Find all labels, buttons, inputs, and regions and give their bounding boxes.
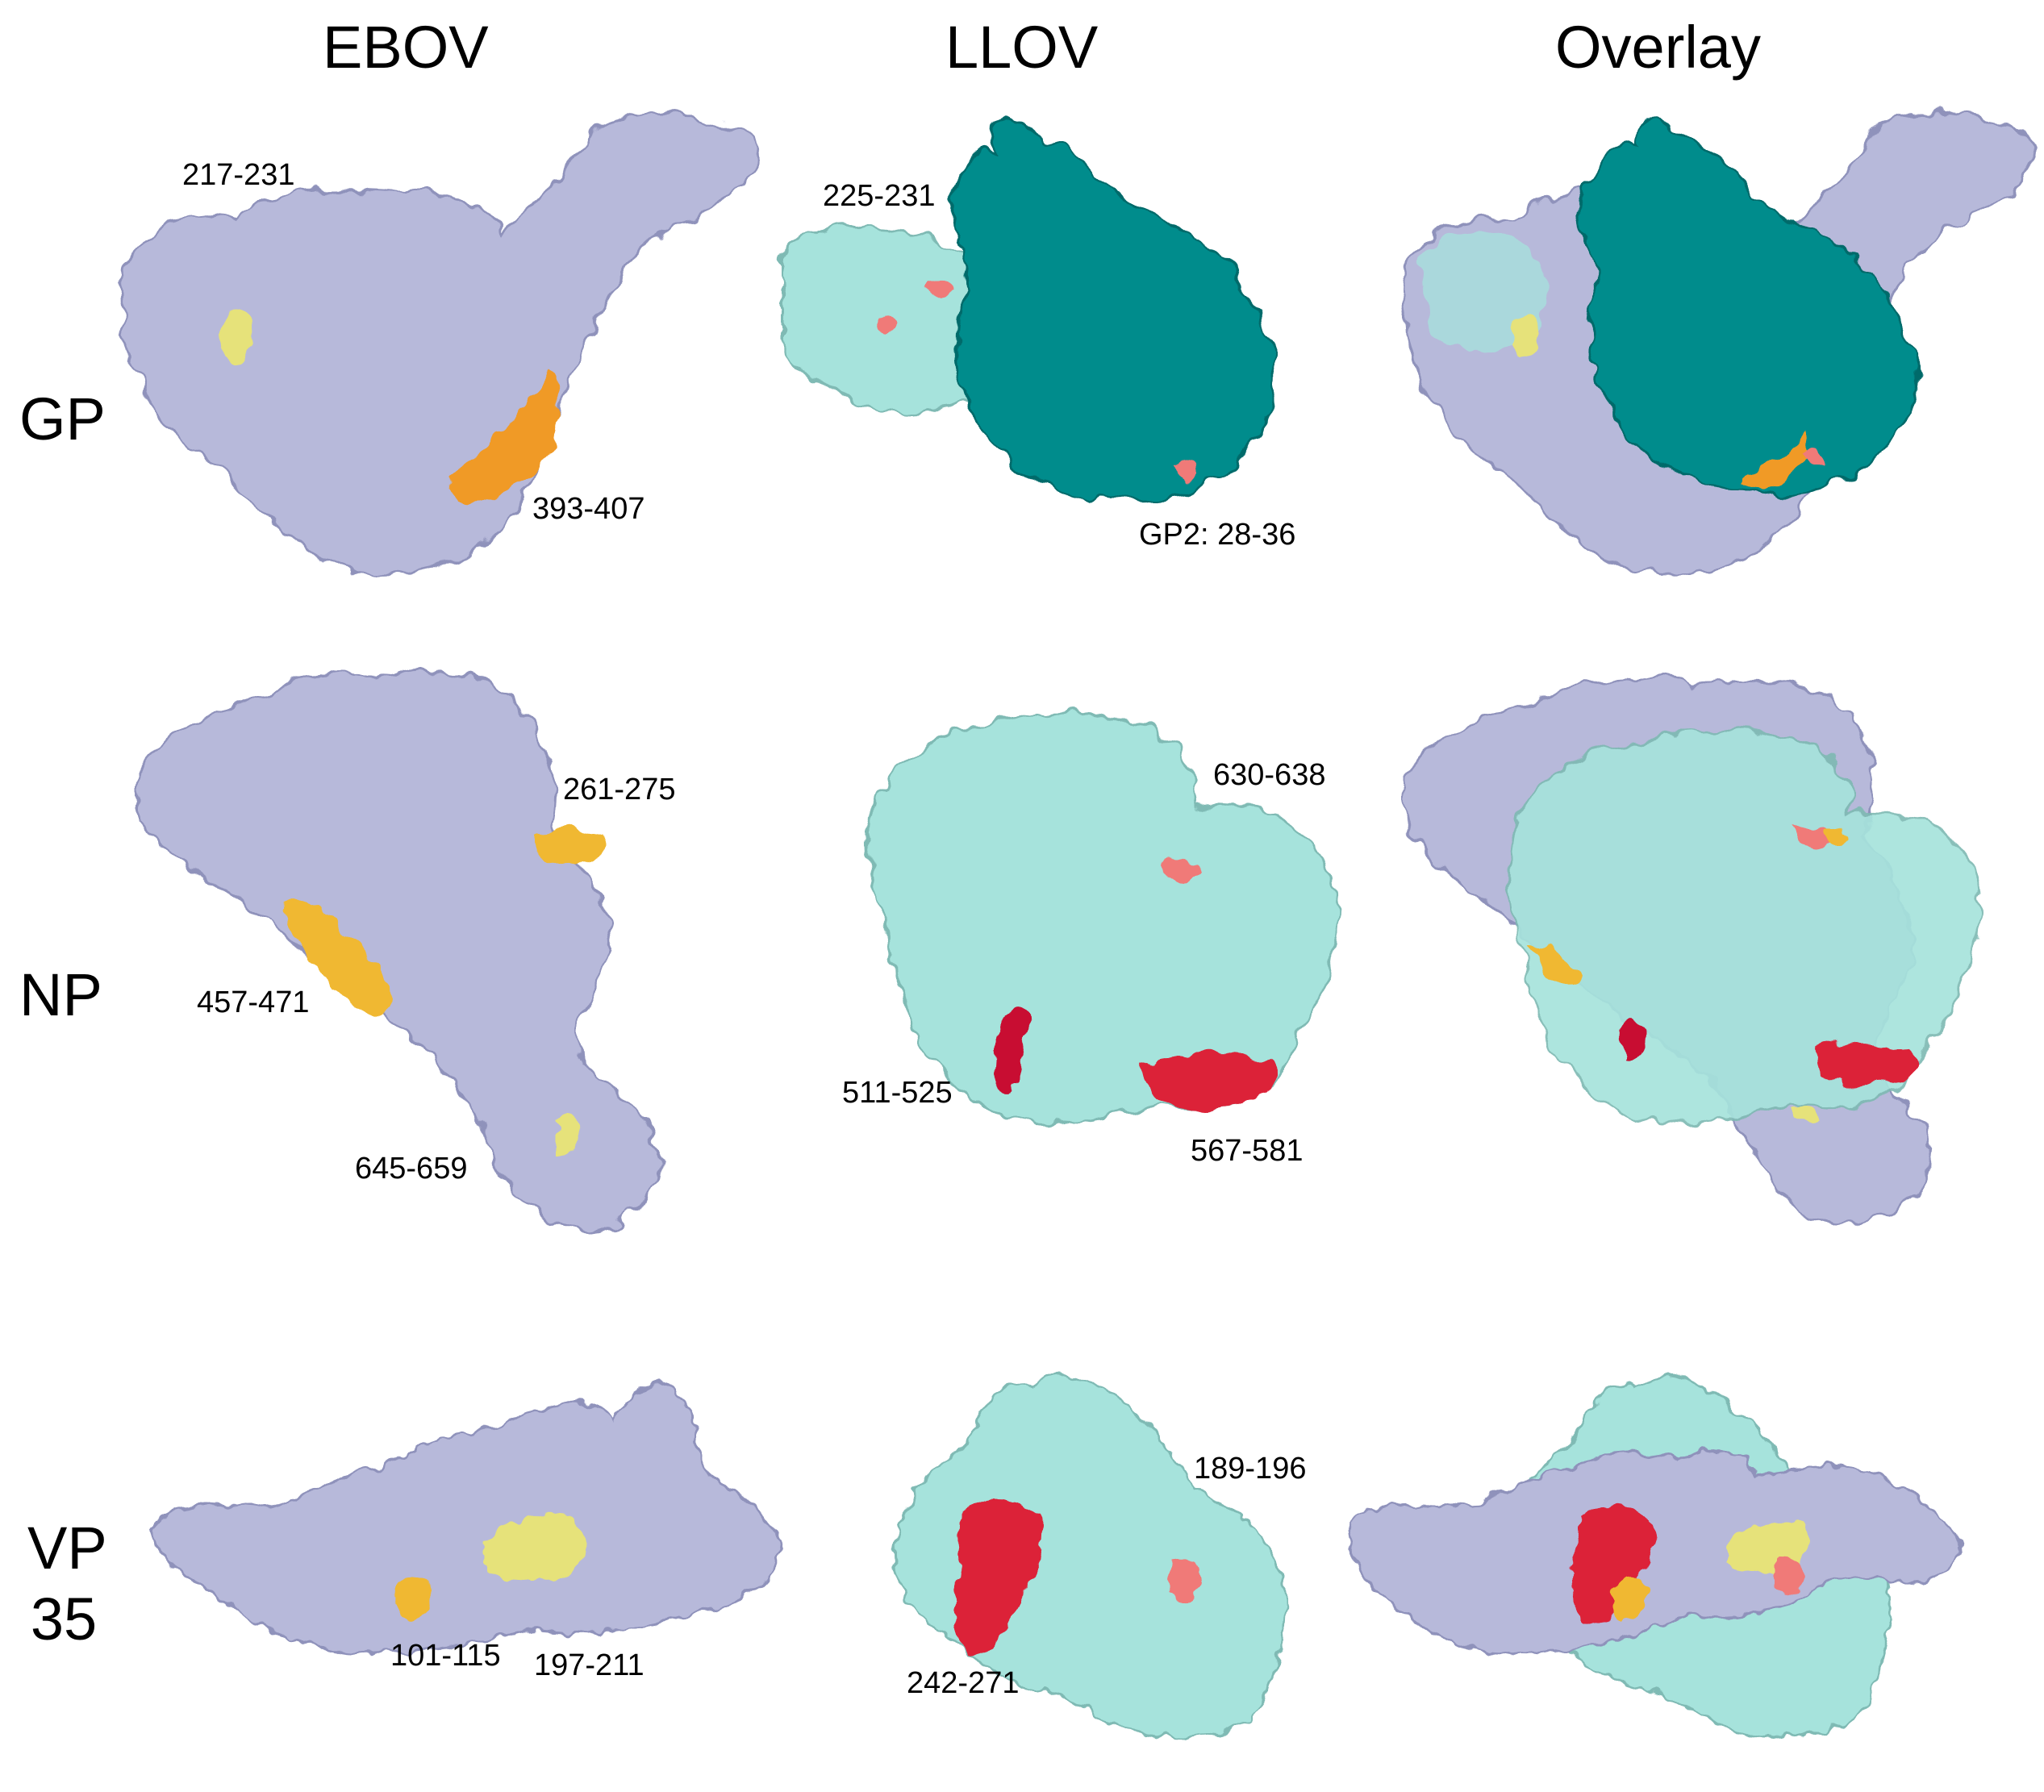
- np-llov-epitope-511-525: [994, 1010, 1029, 1092]
- label-np-ebov-261-275: 261-275: [563, 773, 676, 806]
- vp35-llov-epitope-189-196: [1170, 1556, 1202, 1601]
- gp-llov-epitope-225-231: [878, 310, 898, 330]
- column-header-ebov: EBOV: [323, 14, 489, 81]
- vp35-llov-epitope-242-271: [954, 1499, 1043, 1655]
- vp35-overlay-structure: [1345, 1373, 1962, 1739]
- row-header-np: NP: [19, 961, 102, 1028]
- gp-ebov-surface: [119, 111, 761, 575]
- column-header-overlay: Overlay: [1555, 14, 1761, 81]
- np-overlay-structure: [1402, 676, 1981, 1225]
- gp-llov-structure: [781, 118, 1278, 503]
- label-vp35-llov-189-196: 189-196: [1194, 1452, 1307, 1486]
- vp35-ebov-epitope-101-115: [394, 1576, 433, 1621]
- np-ebov-epitope-645-659: [557, 1115, 582, 1161]
- label-gp-llov-gp2-28-36: GP2: 28-36: [1139, 518, 1296, 552]
- vp35-ebov-surface: [151, 1382, 784, 1655]
- label-np-ebov-645-659: 645-659: [355, 1152, 468, 1186]
- vp35-ebov-structure: [151, 1382, 784, 1655]
- label-vp35-ebov-197-211: 197-211: [534, 1648, 644, 1682]
- gp-ebov-structure: [119, 111, 761, 575]
- label-vp35-ebov-101-115: 101-115: [390, 1639, 501, 1673]
- row-header-gp: GP: [19, 385, 106, 452]
- np-ebov-epitope-261-275: [532, 827, 606, 864]
- gp-overlay-structure: [1402, 111, 2034, 575]
- vp35-llov-structure: [894, 1373, 1287, 1739]
- gp-ebov-epitope-217-231: [218, 312, 255, 364]
- np-llov-structure: [867, 712, 1341, 1125]
- label-np-ebov-457-471: 457-471: [197, 986, 310, 1019]
- gp-llov-epitope-gp2-28-36: [1174, 460, 1199, 479]
- row-header-vp35: VP 35: [27, 1513, 107, 1655]
- gp-ebov-epitope-393-407: [452, 371, 560, 502]
- gp-llov-gp2-surface: [950, 118, 1278, 503]
- row-header-vp35-line2: 35: [30, 1586, 98, 1652]
- label-gp-ebov-217-231: 217-231: [182, 158, 295, 192]
- np-llov-surface: [867, 712, 1341, 1125]
- np-ebov-surface: [136, 668, 663, 1232]
- label-np-llov-567-581: 567-581: [1191, 1134, 1304, 1168]
- label-np-llov-511-525: 511-525: [842, 1076, 953, 1110]
- label-gp-llov-225-231: 225-231: [823, 179, 936, 213]
- label-vp35-llov-242-271: 242-271: [907, 1666, 1020, 1700]
- np-llov-epitope-630-638: [1162, 855, 1202, 881]
- label-gp-ebov-393-407: 393-407: [532, 492, 645, 526]
- row-header-vp35-line1: VP: [27, 1515, 107, 1582]
- column-header-llov: LLOV: [945, 14, 1099, 81]
- np-llov-epitope-567-581: [1144, 1052, 1277, 1110]
- gp-llov-epitope-225-231b: [928, 282, 954, 298]
- vp35-ebov-epitope-197-211: [484, 1514, 583, 1581]
- np-ebov-structure: [136, 668, 663, 1232]
- np-ebov-epitope-457-471: [286, 902, 390, 1015]
- label-np-llov-630-638: 630-638: [1213, 758, 1326, 792]
